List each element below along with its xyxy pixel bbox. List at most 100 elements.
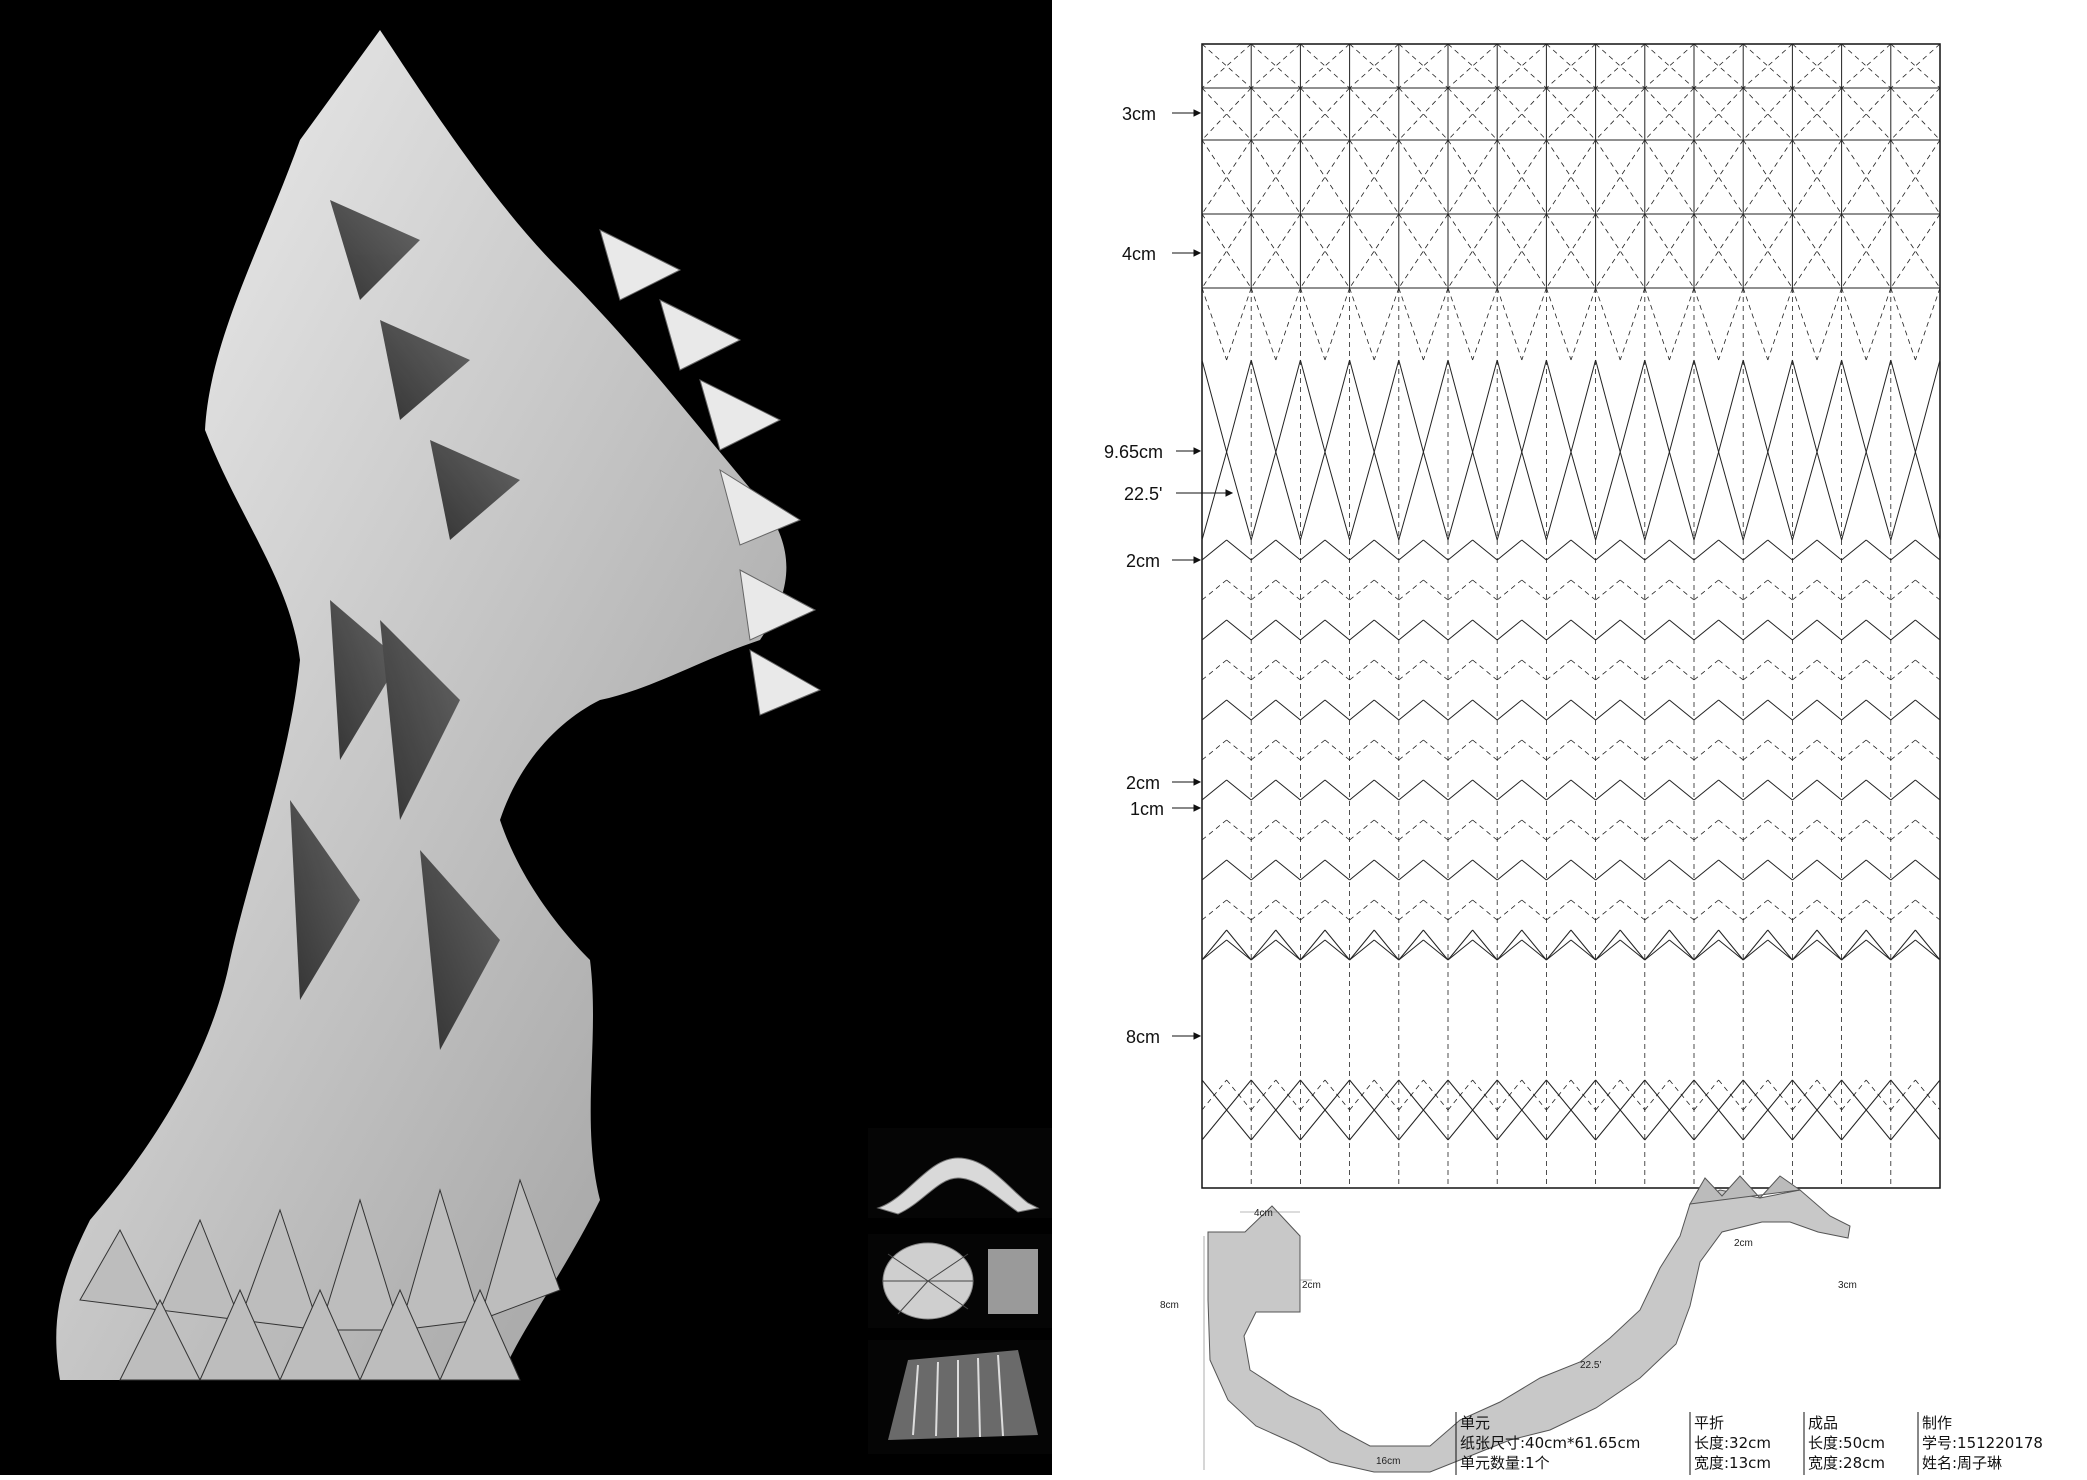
mountain-fold-line	[1496, 539, 1523, 561]
mountain-fold-line	[1890, 779, 1916, 801]
info-table: 单元 纸张尺寸:40cm*61.65cm 单元数量:1个 平折 长度:32cm …	[1455, 1412, 2043, 1475]
mountain-fold-line	[1668, 359, 1695, 453]
mountain-fold-line	[1718, 619, 1744, 641]
mountain-fold-line	[1300, 779, 1326, 801]
valley-fold-line	[1546, 659, 1572, 681]
info-flat-length: 长度:32cm	[1694, 1434, 1771, 1452]
mountain-fold-line	[1472, 779, 1498, 801]
mountain-fold-line	[1644, 699, 1670, 721]
mountain-fold-line	[1619, 359, 1646, 453]
mountain-fold-line	[1472, 859, 1498, 881]
mountain-fold-line	[1693, 539, 1719, 561]
valley-fold-line	[1275, 899, 1301, 921]
valley-fold-line	[1324, 579, 1350, 601]
valley-fold-line	[1570, 819, 1596, 841]
valley-fold-line	[1373, 579, 1400, 601]
valley-fold-line	[1349, 659, 1375, 681]
mountain-fold-line	[1693, 1109, 1719, 1141]
mountain-fold-line	[1841, 359, 1867, 453]
mountain-fold-line	[1693, 859, 1719, 881]
label-8cm: 8cm	[1126, 1027, 1160, 1047]
mountain-fold-line	[1398, 359, 1424, 453]
valley-fold-line	[1349, 819, 1375, 841]
valley-fold-line	[1496, 1079, 1523, 1111]
mountain-fold-line	[1226, 451, 1252, 541]
valley-fold-line	[1398, 819, 1424, 841]
mountain-fold-line	[1546, 779, 1572, 801]
mountain-fold-line	[1546, 539, 1572, 561]
mountain-fold-line	[1619, 451, 1646, 541]
mountain-fold-line	[1767, 779, 1793, 801]
valley-fold-line	[1865, 579, 1892, 601]
valley-fold-line	[1841, 899, 1867, 921]
mountain-fold-line	[1792, 539, 1818, 561]
mountain-fold-line	[1669, 859, 1695, 881]
valley-fold-line	[1300, 43, 1350, 89]
valley-fold-line	[1865, 899, 1892, 921]
mountain-fold-line	[1373, 539, 1400, 561]
valley-fold-line	[1447, 659, 1473, 681]
mountain-fold-line	[1324, 359, 1351, 453]
valley-fold-line	[1718, 659, 1744, 681]
mountain-fold-line	[1300, 939, 1326, 961]
valley-fold-line	[1349, 87, 1400, 141]
mountain-fold-line	[1299, 359, 1326, 453]
valley-fold-line	[1300, 87, 1350, 141]
mountain-fold-line	[1816, 939, 1842, 961]
mountain-fold-line	[1226, 939, 1252, 961]
info-maker-name: 姓名:周子琳	[1922, 1454, 2002, 1472]
valley-fold-line	[1644, 213, 1695, 289]
mountain-fold-line	[1447, 451, 1474, 541]
mountain-fold-line	[1373, 1109, 1400, 1141]
mountain-fold-line	[1595, 699, 1621, 721]
valley-fold-line	[1669, 819, 1695, 841]
valley-fold-line	[1398, 87, 1449, 141]
mountain-fold-line	[1718, 1109, 1744, 1141]
valley-fold-line	[1546, 287, 1572, 361]
mountain-fold-line	[1496, 939, 1523, 961]
valley-fold-line	[1275, 819, 1301, 841]
valley-fold-line	[1644, 139, 1695, 215]
valley-fold-line	[1496, 287, 1523, 361]
valley-fold-line	[1890, 87, 1941, 141]
mountain-fold-line	[1373, 699, 1400, 721]
valley-fold-line	[1693, 739, 1719, 761]
valley-fold-line	[1644, 87, 1695, 141]
valley-fold-line	[1472, 287, 1498, 361]
mountain-fold-line	[1275, 699, 1301, 721]
valley-fold-line	[1570, 899, 1596, 921]
mountain-fold-line	[1521, 779, 1547, 801]
valley-fold-line	[1250, 287, 1277, 361]
valley-fold-line	[1226, 287, 1252, 361]
mountain-fold-line	[1792, 699, 1818, 721]
crease-pattern-diagram: 3cm 4cm 9.65cm 22.5' 2cm 2cm 1cm 8cm 4cm…	[1104, 43, 2043, 1475]
mountain-fold-line	[1226, 1109, 1252, 1141]
mountain-fold-line	[1201, 699, 1227, 721]
valley-fold-line	[1767, 579, 1793, 601]
mountain-fold-line	[1865, 929, 1892, 961]
mountain-fold-line	[1915, 619, 1941, 641]
mountain-fold-line	[1275, 451, 1301, 541]
mountain-fold-line	[1693, 451, 1720, 541]
valley-fold-line	[1865, 739, 1892, 761]
valley-fold-line	[1865, 1079, 1892, 1111]
mountain-fold-line	[1767, 619, 1793, 641]
mountain-fold-line	[1718, 539, 1744, 561]
mountain-fold-line	[1570, 779, 1596, 801]
valley-fold-line	[1496, 739, 1523, 761]
valley-fold-line	[1447, 819, 1473, 841]
mountain-fold-line	[1250, 859, 1277, 881]
mountain-fold-line	[1619, 539, 1646, 561]
valley-fold-line	[1792, 579, 1818, 601]
mountain-fold-line	[1201, 929, 1227, 961]
valley-fold-line	[1693, 659, 1719, 681]
valley-fold-line	[1816, 659, 1842, 681]
mountain-fold-line	[1250, 929, 1277, 961]
mountain-fold-line	[1644, 619, 1670, 641]
mountain-fold-line	[1816, 359, 1843, 453]
mountain-fold-line	[1890, 539, 1916, 561]
mountain-fold-line	[1201, 619, 1227, 641]
mountain-fold-line	[1718, 939, 1744, 961]
mountain-fold-line	[1792, 1109, 1818, 1141]
mountain-fold-line	[1324, 1109, 1350, 1141]
